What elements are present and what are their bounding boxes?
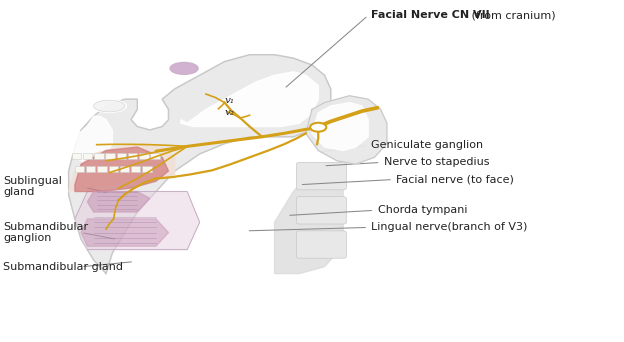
Text: Submandibular
ganglion: Submandibular ganglion — [3, 222, 88, 244]
Bar — [83, 153, 92, 159]
Bar — [72, 153, 81, 159]
Bar — [131, 166, 140, 172]
Polygon shape — [69, 116, 112, 164]
Polygon shape — [306, 96, 387, 164]
Polygon shape — [87, 192, 150, 212]
FancyBboxPatch shape — [296, 197, 346, 224]
Bar — [75, 166, 84, 172]
Text: v₁: v₁ — [225, 96, 235, 105]
Ellipse shape — [172, 63, 197, 74]
Polygon shape — [69, 55, 331, 274]
Text: Geniculate ganglion: Geniculate ganglion — [371, 140, 484, 150]
Bar — [128, 153, 137, 159]
Polygon shape — [181, 72, 318, 127]
Text: Facial nerve (to face): Facial nerve (to face) — [396, 174, 514, 185]
Bar — [109, 166, 118, 172]
Text: Nerve to stapedius: Nerve to stapedius — [384, 157, 489, 168]
Polygon shape — [312, 103, 368, 150]
Bar — [120, 166, 129, 172]
Ellipse shape — [94, 100, 125, 112]
Bar — [86, 166, 95, 172]
Bar — [139, 153, 149, 159]
FancyBboxPatch shape — [296, 231, 346, 258]
Circle shape — [310, 123, 326, 132]
Polygon shape — [81, 219, 168, 246]
Polygon shape — [275, 164, 343, 274]
Ellipse shape — [170, 62, 198, 75]
Text: Lingual nerve(branch of V3): Lingual nerve(branch of V3) — [371, 222, 528, 233]
Text: Submandibular gland: Submandibular gland — [3, 262, 123, 272]
Text: (from cranium): (from cranium) — [468, 10, 555, 21]
FancyBboxPatch shape — [296, 162, 346, 190]
Text: Chorda tympani: Chorda tympani — [378, 205, 467, 215]
Bar — [94, 153, 104, 159]
Bar — [105, 153, 115, 159]
Polygon shape — [75, 147, 168, 192]
Bar — [150, 153, 160, 159]
Bar — [97, 166, 107, 172]
Polygon shape — [75, 192, 200, 250]
Text: Facial Nerve CN VII: Facial Nerve CN VII — [371, 10, 490, 21]
Text: Sublingual
gland: Sublingual gland — [3, 175, 62, 197]
Bar — [142, 166, 152, 172]
Text: v₂: v₂ — [225, 108, 235, 117]
Polygon shape — [69, 144, 175, 192]
Bar — [117, 153, 126, 159]
Ellipse shape — [92, 100, 126, 113]
